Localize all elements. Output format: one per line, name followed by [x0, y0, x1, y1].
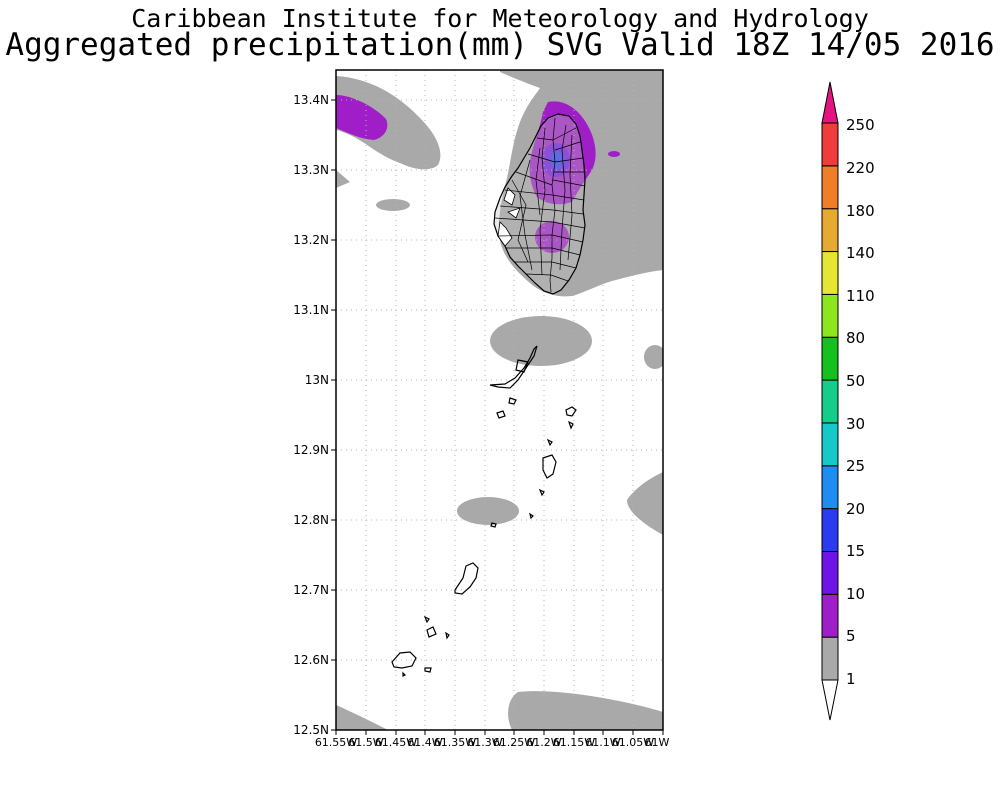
isle-j — [445, 631, 450, 640]
lat-label-13N: 13N — [305, 373, 329, 387]
legend-box-5 — [821, 593, 839, 638]
st-vincent-west-coast — [497, 187, 521, 247]
lat-label-13.1N: 13.1N — [293, 303, 329, 317]
map-frame — [335, 69, 664, 731]
legend-box-50 — [821, 336, 839, 381]
bequia-islet — [515, 359, 529, 373]
lon-label-61.4W: 61.4W — [407, 736, 442, 749]
legend-box-220 — [821, 122, 839, 167]
isle-k — [424, 667, 432, 673]
legend-label-10: 10 — [846, 585, 865, 603]
lon-label-61.05W: 61.05W — [612, 736, 654, 749]
legend-box-15 — [821, 508, 839, 552]
precip-area-w-small — [376, 199, 410, 211]
chart-title: Caribbean Institute for Meteorology and … — [131, 4, 869, 33]
precip-area-sw — [336, 705, 388, 730]
precip-area-e-edge-south — [627, 472, 663, 535]
isle-l — [402, 671, 407, 677]
legend-label-180: 180 — [846, 202, 875, 220]
grenadine-islands — [391, 345, 577, 677]
isle-h — [423, 615, 430, 624]
legend-box-10 — [821, 550, 839, 595]
legend-label-1: 1 — [846, 670, 856, 688]
lat-label-12.9N: 12.9N — [293, 443, 329, 457]
isle-e — [538, 488, 545, 497]
st-vincent-outline — [493, 113, 586, 295]
legend-top-triangle — [821, 81, 839, 124]
latitude-axis — [331, 99, 336, 731]
precip-area-purple-small — [608, 151, 620, 157]
precip-area-south — [508, 691, 663, 730]
lat-label-12.7N: 12.7N — [293, 583, 329, 597]
isle-g — [490, 522, 497, 528]
lon-label-61.5W: 61.5W — [348, 736, 383, 749]
precip-area-canouan — [457, 497, 519, 525]
chart-subtitle: Aggregated precipitation(mm) SVG Valid 1… — [5, 27, 995, 63]
lon-label-61.15W: 61.15W — [553, 736, 595, 749]
catchment-boundaries — [494, 117, 586, 293]
mustique-island — [565, 406, 577, 417]
precip-area-purple-nw — [336, 95, 388, 140]
petite-martinique-island — [391, 651, 417, 669]
legend-box-110 — [821, 251, 839, 295]
bequia-island — [489, 345, 538, 389]
lat-label-12.5N: 12.5N — [293, 723, 329, 737]
legend-label-50: 50 — [846, 372, 865, 390]
legend-box-140 — [821, 208, 839, 253]
precip-15-20mm-areas — [550, 151, 564, 169]
legend-label-15: 15 — [846, 542, 865, 560]
legend-label-30: 30 — [846, 415, 865, 433]
isle-c — [567, 420, 574, 430]
lat-label-13.2N: 13.2N — [293, 233, 329, 247]
longitude-axis — [335, 730, 664, 735]
precip-area-nw — [336, 76, 441, 170]
lon-label-61W: 61W — [645, 736, 670, 749]
st-vincent-island — [493, 113, 586, 295]
legend-color-boxes — [821, 122, 839, 681]
legend-label-25: 25 — [846, 457, 865, 475]
map-plot-area — [336, 70, 663, 730]
legend-box-30 — [821, 379, 839, 424]
lat-label-13.3N: 13.3N — [293, 163, 329, 177]
lon-label-61.45W: 61.45W — [375, 736, 417, 749]
legend-label-20: 20 — [846, 500, 865, 518]
lon-label-61.2W: 61.2W — [526, 736, 561, 749]
legend-label-220: 220 — [846, 159, 875, 177]
legend-box-180 — [821, 165, 839, 210]
lon-label-61.3W: 61.3W — [467, 736, 502, 749]
precip-legend: 1 5 10 15 20 25 30 50 80 110 140 180 220… — [821, 81, 875, 721]
precip-area-e-edge — [644, 345, 663, 369]
legend-label-250: 250 — [846, 116, 875, 134]
precip-area-blue — [550, 151, 564, 169]
legend-box-20 — [821, 465, 839, 510]
isle-d — [546, 438, 553, 447]
legend-box-1 — [821, 636, 839, 681]
isle-a — [508, 397, 517, 405]
legend-bottom-triangle — [821, 679, 839, 721]
lon-label-61.25W: 61.25W — [493, 736, 535, 749]
legend-label-5: 5 — [846, 627, 856, 645]
lon-label-61.35W: 61.35W — [434, 736, 476, 749]
legend-label-140: 140 — [846, 244, 875, 262]
lat-label-12.8N: 12.8N — [293, 513, 329, 527]
isle-f — [529, 512, 534, 520]
legend-box-80 — [821, 293, 839, 338]
legend-box-25 — [821, 422, 839, 467]
lat-label-12.6N: 12.6N — [293, 653, 329, 667]
precip-area-bequia — [490, 316, 592, 366]
legend-label-110: 110 — [846, 287, 875, 305]
lat-label-13.4N: 13.4N — [293, 93, 329, 107]
isle-i — [426, 626, 437, 638]
isle-b — [496, 410, 506, 419]
lon-label-61.1W: 61.1W — [585, 736, 620, 749]
canouan-island — [542, 454, 557, 479]
legend-label-80: 80 — [846, 329, 865, 347]
precip-area-w-edge — [336, 170, 350, 188]
carriacou-island — [454, 562, 479, 595]
lon-label-61.55W: 61.55W — [315, 736, 357, 749]
